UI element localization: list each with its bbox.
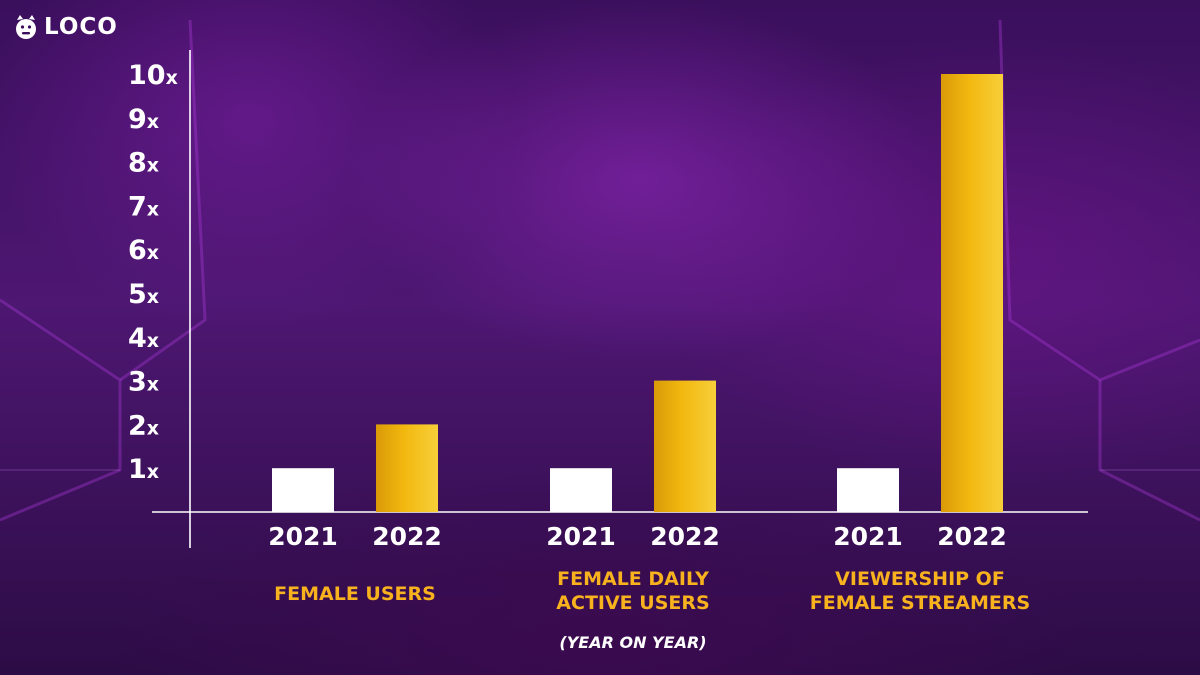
y-tick-number: 3 (128, 367, 147, 398)
loco-mascot-icon (16, 15, 36, 39)
group-label-line: ACTIVE USERS (556, 592, 709, 614)
y-tick-number: 7 (128, 191, 147, 222)
x-tick-labels: 2021 2022 2021 2022 2021 2022 (268, 522, 1007, 551)
y-tick-number: 2 (128, 410, 147, 441)
bar-2022 (941, 74, 1003, 512)
brand-logo: LOCO (14, 14, 118, 40)
y-tick-label: 1x (128, 454, 159, 485)
bar-2021 (272, 468, 334, 512)
x-tick-label: 2022 (372, 522, 442, 551)
y-tick-suffix: x (147, 286, 159, 308)
group-label-line: FEMALE STREAMERS (810, 592, 1030, 614)
x-tick-label: 2021 (833, 522, 903, 551)
y-tick-number: 10 (128, 60, 166, 91)
x-tick-label: 2021 (268, 522, 338, 551)
bar-2022 (654, 380, 716, 512)
y-tick-label: 9x (128, 104, 159, 135)
bar-2021 (837, 468, 899, 512)
y-tick-suffix: x (147, 374, 159, 396)
y-tick-number: 8 (128, 148, 147, 179)
y-tick-number: 1 (128, 454, 147, 485)
y-tick-label: 2x (128, 410, 159, 441)
y-tick-label: 3x (128, 367, 159, 398)
group-label-line: FEMALE USERS (274, 583, 436, 605)
x-tick-label: 2022 (650, 522, 720, 551)
y-tick-label: 5x (128, 279, 159, 310)
bar-2021 (550, 468, 612, 512)
bars (272, 74, 1003, 512)
footnote: (YEAR ON YEAR) (559, 633, 706, 652)
y-tick-suffix: x (166, 67, 178, 89)
brand-name: LOCO (44, 14, 118, 40)
group-label-line: FEMALE DAILY (557, 568, 709, 590)
y-tick-label: 10x (128, 60, 178, 91)
y-tick-label: 6x (128, 235, 159, 266)
y-tick-suffix: x (147, 330, 159, 352)
y-tick-number: 6 (128, 235, 147, 266)
group-label: FEMALE USERS (274, 583, 436, 605)
y-tick-suffix: x (147, 461, 159, 483)
group-label: FEMALE DAILY ACTIVE USERS (556, 568, 709, 614)
y-tick-number: 9 (128, 104, 147, 135)
group-label: VIEWERSHIP OF FEMALE STREAMERS (810, 568, 1030, 614)
y-tick-suffix: x (147, 242, 159, 264)
y-tick-suffix: x (147, 155, 159, 177)
y-tick-number: 5 (128, 279, 147, 310)
y-tick-label: 8x (128, 148, 159, 179)
x-tick-label: 2022 (937, 522, 1007, 551)
group-labels: FEMALE USERS FEMALE DAILY ACTIVE USERS VIEW… (274, 568, 1030, 614)
y-tick-suffix: x (147, 417, 159, 439)
y-tick-label: 7x (128, 191, 159, 222)
y-tick-label: 4x (128, 323, 159, 354)
y-tick-number: 4 (128, 323, 147, 354)
y-tick-suffix: x (147, 198, 159, 220)
group-label-line: VIEWERSHIP OF (835, 568, 1005, 590)
y-tick-suffix: x (147, 111, 159, 133)
x-tick-label: 2021 (546, 522, 616, 551)
bar-2022 (376, 424, 438, 512)
